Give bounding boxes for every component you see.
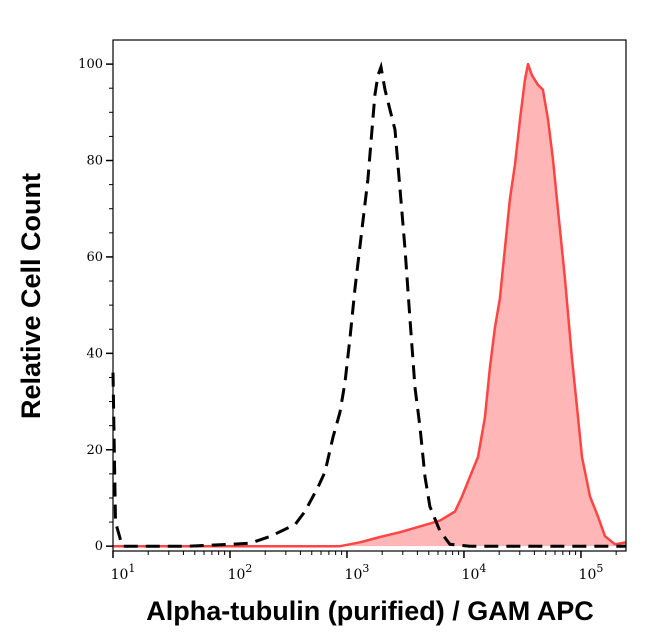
x-tick-label: 104 <box>462 562 487 583</box>
x-tick-label: 101 <box>111 562 136 583</box>
y-tick-label: 40 <box>86 346 103 361</box>
y-axis: 0 20 40 60 80 100 <box>78 57 113 554</box>
stained-series-fill <box>113 64 626 547</box>
plot-frame <box>112 39 627 552</box>
y-tick-label: 0 <box>95 539 103 554</box>
y-tick-label: 100 <box>78 57 103 72</box>
x-tick-label: 103 <box>345 562 370 583</box>
x-axis-title: Alpha-tubulin (purified) / GAM APC <box>146 596 593 626</box>
control-series-line <box>111 61 626 548</box>
y-tick-label: 80 <box>86 154 103 169</box>
plot-area <box>111 61 627 548</box>
x-tick-label: 105 <box>579 562 604 583</box>
x-axis: 101 102 103 104 105 <box>111 551 617 583</box>
x-tick-label: 102 <box>228 562 253 583</box>
y-tick-label: 60 <box>86 250 103 265</box>
y-axis-title: Relative Cell Count <box>16 173 46 419</box>
y-tick-label: 20 <box>86 443 103 458</box>
